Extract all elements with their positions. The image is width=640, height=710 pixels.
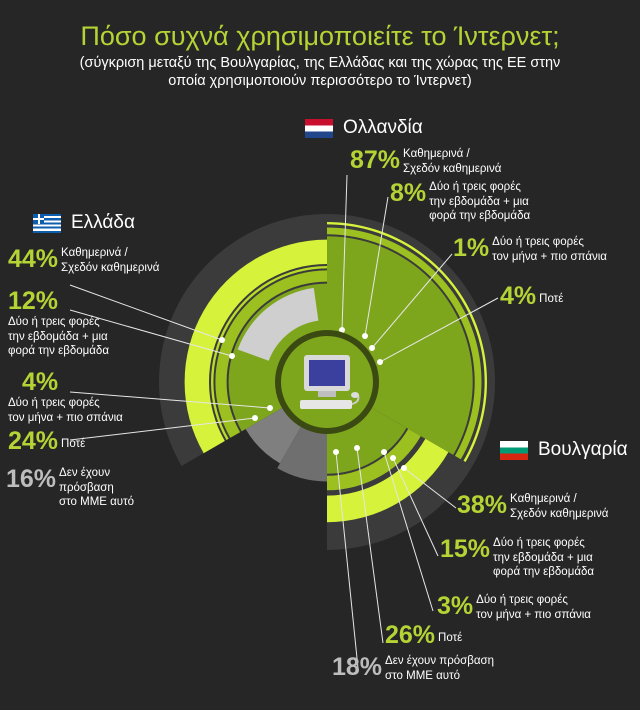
- greece-flag-icon: [33, 213, 61, 233]
- value-label: 87%: [350, 146, 401, 174]
- category-label: Ποτέ: [539, 293, 564, 305]
- leader-dot: [401, 465, 407, 471]
- ring-slice: [327, 428, 421, 491]
- leader-line: [69, 391, 271, 409]
- leader-line: [356, 447, 384, 644]
- ring-slice: [327, 407, 407, 474]
- data-label: 1% Δύο ή τρεις φορές τον μήνα + πιο σπάν…: [453, 235, 607, 264]
- netherlands-flag-icon: [305, 118, 333, 138]
- chart-subtitle: (σύγκριση μεταξύ της Βουλγαρίας, της Ελλ…: [79, 55, 561, 89]
- category-label: Δύο ή τρεις φορές τον μήνα + πιο σπάνια: [492, 236, 607, 263]
- leader-line: [69, 284, 223, 341]
- category-label: Καθημερινά / Σχεδόν καθημερινά: [510, 493, 609, 520]
- value-label: 12%: [8, 287, 59, 315]
- data-label: 44% Καθημερινά / Σχεδόν καθημερινά: [8, 246, 159, 275]
- center-hub: [275, 330, 379, 434]
- ring-slice: [184, 239, 327, 454]
- value-label: 4%: [500, 282, 537, 310]
- category-label: Δύο ή τρεις φορές την εβδομάδα + μια φορ…: [493, 537, 595, 578]
- value-label: 44%: [8, 245, 59, 273]
- data-label: 12% Δύο ή τρεις φορές την εβδομάδα + μια…: [8, 288, 109, 359]
- value-label: 15%: [440, 535, 491, 563]
- category-label: Ποτέ: [61, 438, 86, 450]
- leader-line: [392, 457, 439, 557]
- value-label: 16%: [6, 465, 57, 493]
- leader-line: [335, 451, 359, 669]
- leader-dot: [229, 353, 235, 359]
- category-label: Ποτέ: [438, 632, 463, 644]
- category-label: Δύο ή τρεις φορές τον μήνα + πιο σπάνια: [8, 397, 123, 424]
- value-label: 8%: [390, 179, 427, 207]
- data-label: 38% Καθημερινά / Σχεδόν καθημερινά: [457, 492, 608, 521]
- data-label: 26% Ποτέ: [385, 622, 462, 648]
- leader-line: [69, 417, 256, 441]
- leader-line: [364, 196, 389, 337]
- leader-dot: [377, 359, 383, 365]
- leader-dot: [354, 445, 360, 451]
- rings-layer: [158, 214, 495, 550]
- category-label: Δεν έχουν πρόσβαση στο ΜΜΕ αυτό: [385, 655, 495, 682]
- country-name: Ελλάδα: [71, 212, 135, 233]
- category-label: Καθημερινά / Σχεδόν καθημερινά: [403, 148, 502, 175]
- data-label: 87% Καθημερινά / Σχεδόν καθημερινά: [350, 147, 501, 176]
- no-access-slice: [277, 425, 327, 482]
- value-label: 38%: [457, 491, 508, 519]
- data-label: 4% Ποτέ: [500, 283, 563, 309]
- leader-lines-layer: [69, 174, 499, 669]
- ring-slice: [215, 270, 327, 438]
- country-name: Ολλανδία: [343, 117, 423, 138]
- leader-dot: [362, 333, 368, 339]
- country-label-greece: Ελλάδα: [33, 212, 135, 234]
- leader-dot: [369, 345, 375, 351]
- computer-icon: [300, 355, 360, 409]
- category-label: Καθημερινά / Σχεδόν καθημερινά: [61, 247, 160, 274]
- leader-line: [341, 174, 348, 331]
- data-label: 24% Ποτέ: [8, 428, 85, 454]
- leader-line: [69, 309, 233, 357]
- country-label-netherlands: Ολλανδία: [305, 117, 423, 139]
- leader-line: [379, 297, 499, 363]
- category-label: Δύο ή τρεις φορές την εβδομάδα + μια φορ…: [429, 181, 531, 222]
- data-label: 8% Δύο ή τρεις φορές την εβδομάδα + μια …: [390, 180, 530, 224]
- value-label: 3%: [437, 592, 474, 620]
- category-label: Δεν έχουν πρόσβαση στο ΜΜΕ αυτό: [59, 467, 135, 508]
- value-label: 4%: [22, 368, 59, 396]
- ring-slice: [327, 236, 473, 455]
- leader-dot: [381, 449, 387, 455]
- leader-line: [371, 253, 453, 349]
- ring-slice: [327, 227, 482, 460]
- data-label: 16% Δεν έχουν πρόσβαση στο ΜΜΕ αυτό: [6, 466, 134, 510]
- data-label: 15% Δύο ή τρεις φορές την εβδομάδα + μια…: [440, 536, 594, 580]
- leader-dot: [390, 455, 396, 461]
- category-label: Δύο ή τρεις φορές τον μήνα + πιο σπάνια: [476, 594, 591, 621]
- leader-line: [383, 451, 434, 612]
- ring-slice: [327, 438, 449, 523]
- value-label: 26%: [385, 621, 436, 649]
- leader-dot: [252, 415, 258, 421]
- data-label: 3% Δύο ή τρεις φορές τον μήνα + πιο σπάν…: [437, 593, 591, 622]
- greece-plate: [237, 287, 319, 361]
- bulgaria-flag-icon: [500, 440, 528, 460]
- leader-dot: [267, 405, 273, 411]
- data-label: 18% Δεν έχουν πρόσβαση στο ΜΜΕ αυτό: [332, 654, 494, 683]
- data-label: 4% Δύο ή τρεις φορές τον μήνα + πιο σπάν…: [8, 369, 123, 425]
- country-label-bulgaria: Βουλγαρία: [500, 439, 628, 461]
- no-access-slice: [245, 407, 302, 464]
- value-label: 24%: [8, 427, 59, 455]
- leader-dot: [219, 337, 225, 343]
- leader-line: [403, 467, 457, 509]
- value-label: 18%: [332, 653, 383, 681]
- value-label: 1%: [453, 234, 490, 262]
- country-name: Βουλγαρία: [538, 439, 628, 460]
- chart-title: Πόσο συχνά χρησιμοποιείτε το Ίντερνετ;: [80, 21, 560, 51]
- leader-dot: [339, 327, 345, 333]
- leader-dot: [333, 449, 339, 455]
- category-label: Δύο ή τρεις φορές την εβδομάδα + μια φορ…: [8, 316, 109, 357]
